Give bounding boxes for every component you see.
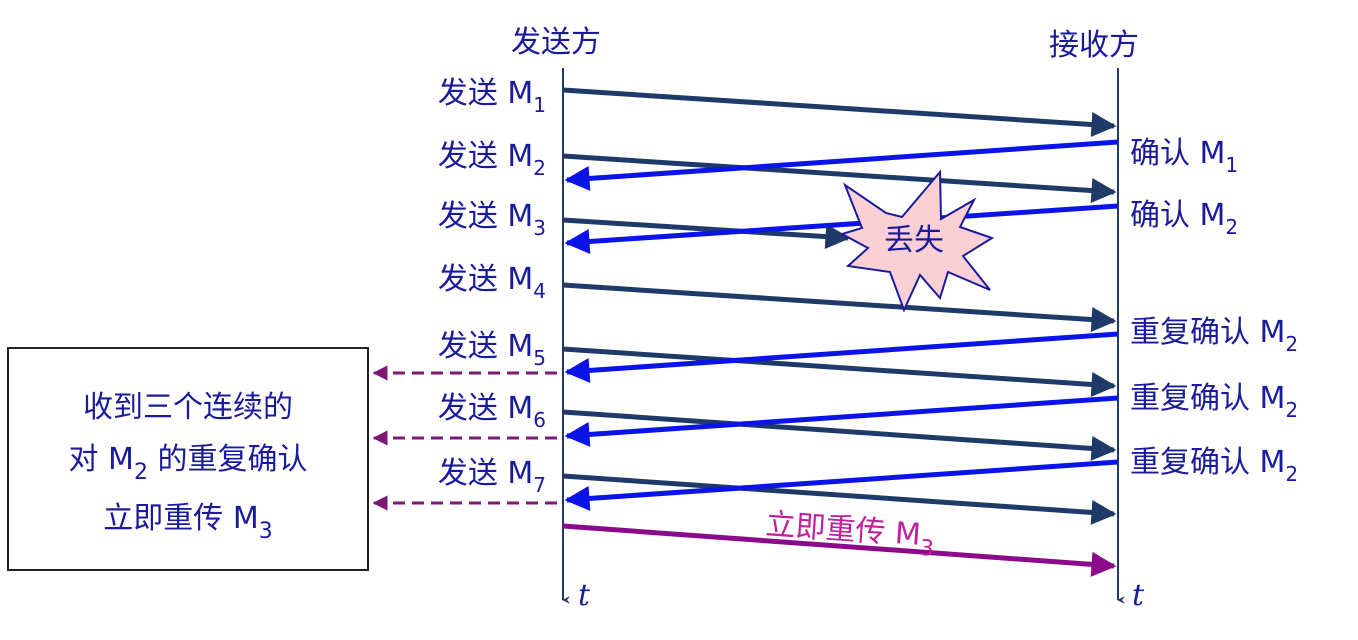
dup-ack-arrow-2 <box>564 395 1119 447</box>
send-label-m1: 发送 M1 <box>438 76 546 117</box>
sender-time-label: t <box>578 578 591 613</box>
send-arrow-m3-lost <box>562 217 851 250</box>
send-label-m2: 发送 M2 <box>438 139 546 180</box>
send-label-m3: 发送 M3 <box>438 199 546 240</box>
send-label-m5: 发送 M5 <box>438 329 546 370</box>
send-label-m6: 发送 M6 <box>438 391 546 432</box>
send-arrow-m6 <box>562 409 1117 461</box>
note-box <box>7 347 369 571</box>
sender-labels: 发送 M1 发送 M2 发送 M3 发送 M4 发送 M5 发送 M6 发送 M… <box>438 76 546 497</box>
send-label-m7: 发送 M7 <box>438 456 546 497</box>
dup-ack-label-2: 重复确认 M2 <box>1130 381 1298 422</box>
fast-retransmit-note: 收到三个连续的 对 M2 的重复确认 立即重传 M3 <box>7 347 369 571</box>
send-arrow-m4 <box>562 282 1117 333</box>
ack-arrow-m1 <box>564 139 1119 191</box>
lost-burst-shape <box>839 169 995 313</box>
send-label-m4: 发送 M4 <box>438 262 546 303</box>
ack-label-m2: 确认 M2 <box>1130 198 1238 239</box>
ack-label-m1: 确认 M1 <box>1130 136 1238 177</box>
receiver-title: 接收方 <box>1049 28 1139 63</box>
send-arrow-m5 <box>562 346 1117 397</box>
receiver-labels: 确认 M1 确认 M2 重复确认 M2 重复确认 M2 重复确认 M2 <box>1130 136 1298 486</box>
note-line-3: 立即重传 M3 <box>103 501 272 544</box>
lost-label: 丢失 <box>884 223 944 258</box>
trigger-dashed-arrows <box>372 365 557 511</box>
send-arrows <box>562 87 1117 525</box>
dup-ack-label-1: 重复确认 M2 <box>1130 315 1298 356</box>
dup-ack-arrow-1 <box>564 331 1119 383</box>
retransmit-arrow <box>562 523 1117 577</box>
note-line-2: 对 M2 的重复确认 <box>69 442 308 485</box>
send-arrow-m1 <box>562 87 1117 138</box>
ack-arrows <box>564 139 1119 511</box>
ack-arrow-m2 <box>564 203 1119 254</box>
note-line-1: 收到三个连续的 <box>83 390 293 425</box>
dup-ack-arrow-3 <box>564 459 1119 511</box>
send-arrow-m2 <box>562 153 1117 204</box>
sender-title: 发送方 <box>511 25 601 60</box>
lost-burst: 丢失 <box>839 169 995 313</box>
send-arrow-m7 <box>562 473 1117 525</box>
receiver-time-label: t <box>1132 578 1145 613</box>
dup-ack-label-3: 重复确认 M2 <box>1130 445 1298 486</box>
